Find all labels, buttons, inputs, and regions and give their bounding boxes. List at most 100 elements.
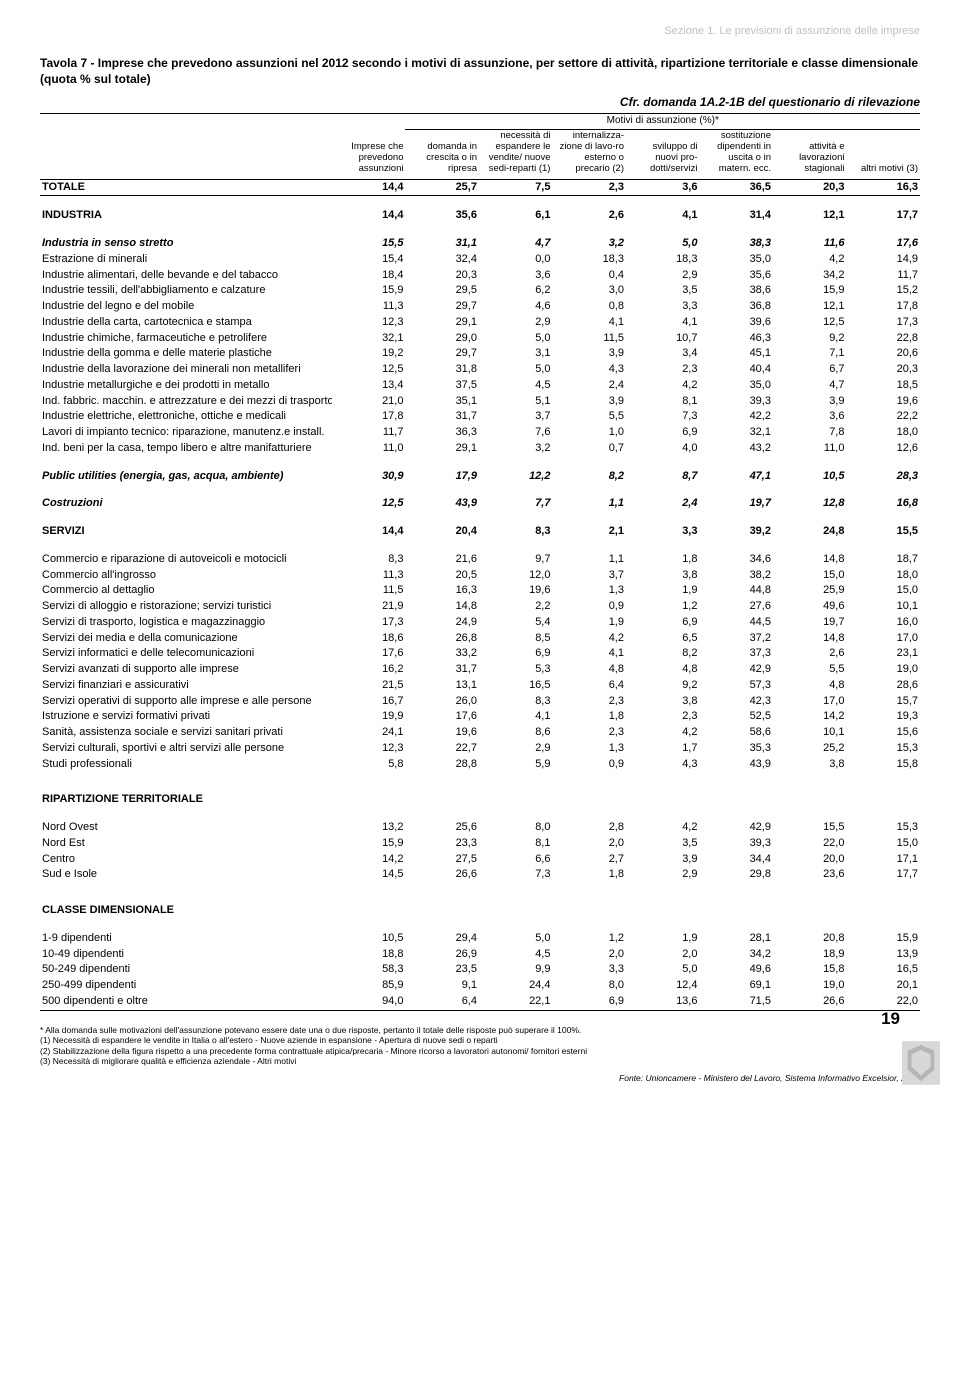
cell: 12,2 <box>479 469 553 485</box>
cell: 3,8 <box>773 757 847 773</box>
row-label: 50-249 dipendenti <box>40 962 332 978</box>
cell: 4,8 <box>552 662 626 678</box>
cell: 5,8 <box>332 757 406 773</box>
cell: 1,3 <box>552 741 626 757</box>
cell: 26,0 <box>405 694 479 710</box>
cell <box>846 903 920 919</box>
cell: 23,6 <box>773 867 847 883</box>
row-label: Sud e Isole <box>40 867 332 883</box>
cell: 5,0 <box>626 962 700 978</box>
cell: 19,9 <box>332 709 406 725</box>
table-row: Servizi culturali, sportivi e altri serv… <box>40 741 920 757</box>
cell: 13,6 <box>626 994 700 1010</box>
cell: 43,9 <box>405 496 479 512</box>
cell: 35,3 <box>699 741 773 757</box>
footnote: (2) Stabilizzazione della figura rispett… <box>40 1046 920 1057</box>
table-row: Studi professionali5,828,85,90,94,343,93… <box>40 757 920 773</box>
cell: 42,9 <box>699 820 773 836</box>
cell: 21,6 <box>405 552 479 568</box>
cell: 16,7 <box>332 694 406 710</box>
cell: 2,6 <box>552 208 626 224</box>
col-4: internalizza-zione di lavo-ro esterno o … <box>552 129 626 179</box>
row-label: Servizi di trasporto, logistica e magazz… <box>40 615 332 631</box>
cell: 3,0 <box>552 283 626 299</box>
cell: 15,4 <box>332 252 406 268</box>
cell: 44,5 <box>699 615 773 631</box>
section-header: Sezione 1. Le previsioni di assunzione d… <box>40 25 920 37</box>
cell: 11,3 <box>332 299 406 315</box>
table-row: Industrie della carta, cartotecnica e st… <box>40 315 920 331</box>
cell: 19,7 <box>699 496 773 512</box>
cell: 3,7 <box>552 568 626 584</box>
cell: 14,8 <box>773 552 847 568</box>
cell: 37,5 <box>405 378 479 394</box>
cell: 5,0 <box>479 362 553 378</box>
cell: 21,9 <box>332 599 406 615</box>
cell: 35,1 <box>405 394 479 410</box>
cell: 1,3 <box>552 583 626 599</box>
cell: 4,6 <box>479 299 553 315</box>
row-label: Sanità, assistenza sociale e servizi san… <box>40 725 332 741</box>
cell: 22,1 <box>479 994 553 1010</box>
cell: 6,9 <box>552 994 626 1010</box>
cell: 8,1 <box>626 394 700 410</box>
row-label: Ind. beni per la casa, tempo libero e al… <box>40 441 332 457</box>
cell: 19,6 <box>405 725 479 741</box>
logo-icon <box>902 1041 940 1085</box>
table-row: Servizi finanziari e assicurativi21,513,… <box>40 678 920 694</box>
table-row: Centro14,227,56,62,73,934,420,017,1 <box>40 852 920 868</box>
table-row: Servizi avanzati di supporto alle impres… <box>40 662 920 678</box>
row-label: Estrazione di minerali <box>40 252 332 268</box>
cell: 24,9 <box>405 615 479 631</box>
cell: 15,0 <box>773 568 847 584</box>
cell: 6,2 <box>479 283 553 299</box>
cell: 3,9 <box>552 394 626 410</box>
cell: 14,8 <box>405 599 479 615</box>
cell: 29,1 <box>405 315 479 331</box>
cell: 26,9 <box>405 947 479 963</box>
cell: 34,4 <box>699 852 773 868</box>
row-label: Istruzione e servizi formativi privati <box>40 709 332 725</box>
cell: 31,8 <box>405 362 479 378</box>
cell: 34,2 <box>699 947 773 963</box>
cell: 19,3 <box>846 709 920 725</box>
cell: 1,8 <box>552 867 626 883</box>
table-row: Servizi di trasporto, logistica e magazz… <box>40 615 920 631</box>
cell: 15,9 <box>332 836 406 852</box>
cell: 1,2 <box>552 931 626 947</box>
cell: 49,6 <box>773 599 847 615</box>
cell: 4,2 <box>552 631 626 647</box>
cell: 3,1 <box>479 346 553 362</box>
cell: 15,5 <box>773 820 847 836</box>
cell: 26,8 <box>405 631 479 647</box>
cell: 2,1 <box>552 524 626 540</box>
cell: 16,5 <box>846 962 920 978</box>
cell: 5,0 <box>479 331 553 347</box>
table-row: Costruzioni12,543,97,71,12,419,712,816,8 <box>40 496 920 512</box>
cell: 22,2 <box>846 409 920 425</box>
cell: 18,3 <box>552 252 626 268</box>
cell <box>773 792 847 808</box>
cell <box>552 792 626 808</box>
cell: 20,3 <box>773 180 847 196</box>
footnote: (3) Necessità di migliorare qualità e ef… <box>40 1056 920 1067</box>
cell: 13,4 <box>332 378 406 394</box>
row-label: Centro <box>40 852 332 868</box>
cell: 19,0 <box>846 662 920 678</box>
cell: 14,4 <box>332 524 406 540</box>
row-label: TOTALE <box>40 180 332 196</box>
row-label: Nord Est <box>40 836 332 852</box>
cell: 2,9 <box>479 741 553 757</box>
cell: 1,1 <box>552 496 626 512</box>
cell: 7,7 <box>479 496 553 512</box>
table-row: Ind. beni per la casa, tempo libero e al… <box>40 441 920 457</box>
cell: 57,3 <box>699 678 773 694</box>
cell: 4,1 <box>626 315 700 331</box>
cell: 69,1 <box>699 978 773 994</box>
cell: 7,1 <box>773 346 847 362</box>
cell: 5,5 <box>773 662 847 678</box>
cell: 4,8 <box>626 662 700 678</box>
cell: 2,3 <box>552 180 626 196</box>
cell: 8,6 <box>479 725 553 741</box>
cell: 30,9 <box>332 469 406 485</box>
